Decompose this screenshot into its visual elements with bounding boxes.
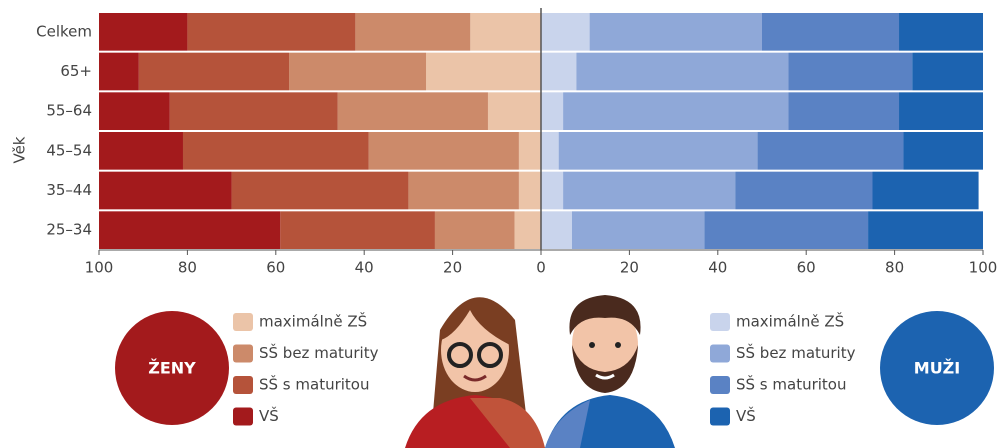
bar-segment [182,132,369,170]
x-tick-label: 20 [443,259,462,277]
bar-segment [872,171,979,210]
bar-segment [99,211,281,249]
bar-segment [576,52,789,91]
x-tick-label: 40 [708,259,727,277]
bar-segment [99,92,170,130]
group-label: ŽENY [148,359,196,378]
bar-segment [99,13,188,51]
bar-segment [289,52,427,91]
y-axis-label: Věk [11,136,29,163]
bar-segment [434,211,515,249]
x-tick-label: 100 [969,259,998,277]
bar-segment [408,171,519,210]
bar-segment [541,92,564,130]
bar-segment [762,13,900,51]
legend-swatch [233,313,253,331]
bar-segment [368,132,519,170]
bar-segment [337,92,488,130]
y-tick-label: Celkem [36,22,92,40]
bar-segment [231,171,409,210]
legend-swatch [233,376,253,394]
illustration [405,295,675,448]
bar-segment [99,171,232,210]
legend-label: SŠ s maturitou [736,375,847,394]
bar-segment [541,211,572,249]
bar-segment [470,13,541,51]
y-tick-label: 25–34 [46,221,92,239]
bar-segment [735,171,873,210]
bar-segment [563,92,789,130]
legend-swatch [710,376,730,394]
bar-segment [903,132,983,170]
legend-label: maximálně ZŠ [259,312,367,331]
bar-segment [518,171,541,210]
legend-label: VŠ [736,406,756,425]
y-tick-label: 55–64 [46,102,92,120]
bar-segment [187,13,356,51]
bar-segment [138,52,290,91]
bar-segment [518,132,541,170]
bar-segment [571,211,705,249]
group-badge [880,311,994,425]
x-tick-label: 20 [620,259,639,277]
bar-segment [487,92,541,130]
legend-swatch [710,313,730,331]
x-tick-label: 0 [536,259,546,277]
y-tick-label: 65+ [60,62,92,80]
bar-segment [169,92,338,130]
x-tick-label: 40 [355,259,374,277]
group-badge [115,311,229,425]
bar-segment [589,13,762,51]
x-tick-label: 80 [885,259,904,277]
group-label: MUŽI [914,359,960,378]
bar-segment [899,13,983,51]
x-tick-label: 60 [797,259,816,277]
y-tick-label: 35–44 [46,181,92,199]
bar-segment [99,52,139,91]
bar-segment [99,132,183,170]
legend-swatch [710,344,730,363]
bar-segment [704,211,869,249]
bar-segment [541,52,577,91]
legend-label: SŠ bez maturity [736,343,856,362]
legend-swatch [233,344,253,363]
legend-swatch [233,407,253,426]
bar-segment [514,211,541,249]
bar-segment [563,171,736,210]
bar-segment [355,13,471,51]
legend-label: VŠ [259,406,279,425]
legend-label: maximálně ZŠ [736,312,844,331]
bar-segment [426,52,541,91]
bar-segment [541,171,564,210]
bar-segment [788,92,900,130]
bar-segment [541,13,590,51]
bar-segment [788,52,913,91]
bar-segment [280,211,435,249]
bar-segment [541,132,559,170]
x-tick-label: 60 [266,259,285,277]
bar-segment [868,211,983,249]
legend-label: SŠ bez maturity [259,343,379,362]
x-tick-label: 100 [85,259,114,277]
bar-segment [558,132,758,170]
bar-segment [912,52,983,91]
y-tick-label: 45–54 [46,141,92,159]
bar-segment [757,132,904,170]
bar-segment [899,92,983,130]
legend-swatch [710,407,730,426]
x-tick-label: 80 [178,259,197,277]
legend-label: SŠ s maturitou [259,375,370,394]
